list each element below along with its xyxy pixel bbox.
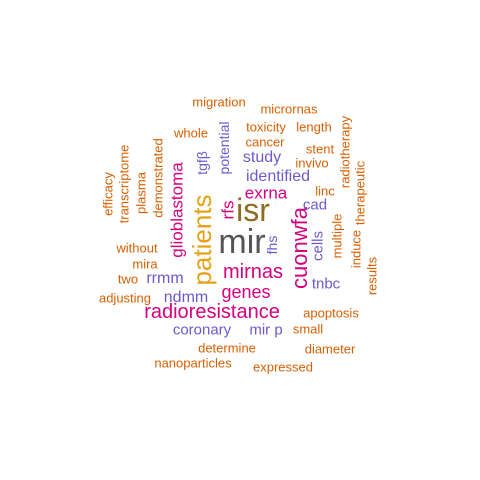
word-cancer: cancer [245,134,285,150]
word-migration: migration [192,94,246,110]
word-determine: determine [198,340,256,356]
word-mir: mir [218,223,266,261]
word-fhs: fhs [264,235,280,255]
word-length: length [296,119,332,135]
word-exrna: exrna [244,183,288,203]
word-mir-p: mir p [249,321,283,339]
word-apoptosis: apoptosis [303,305,359,321]
word-linc: linc [315,183,335,199]
word-plasma: plasma [133,172,149,214]
word-therapeutic: therapeutic [352,160,368,226]
word-glioblastoma: glioblastoma [167,162,187,258]
word-demonstrated: demonstrated [150,138,166,218]
word-ndmm: ndmm [163,289,209,306]
word-diameter: diameter [304,341,356,357]
word-coronary: coronary [172,321,232,339]
word-expressed: expressed [253,359,313,375]
word-radioresistance: radioresistance [144,301,280,323]
word-stent: stent [305,141,335,157]
word-nanoparticles: nanoparticles [154,355,232,371]
word-efficacy: efficacy [100,172,116,216]
word-patients: patients [187,194,217,286]
word-potential: potential [216,121,232,175]
word-micrornas: micrornas [260,101,318,117]
word-identified: identified [245,168,311,185]
word-mirnas: mirnas [222,261,284,283]
word-without: without [116,240,158,256]
word-study: study [242,149,282,166]
word-small: small [292,321,324,337]
word-induce: induce [348,229,364,269]
word-rfs: rfs [218,200,238,220]
word-tnbc: tnbc [311,275,341,293]
word-toxicity: toxicity [246,119,286,135]
word-transcriptome: transcriptome [116,144,132,224]
word-adjusting: adjusting [98,290,152,306]
word-two: two [117,271,139,287]
word-results: results [364,256,380,296]
word-rrmm: rrmm [146,270,184,287]
word-tgfb: tgfβ [194,151,210,175]
word-radiotherapy: radiotherapy [337,115,353,189]
word-cells: cells [309,230,327,262]
word-invivo: invivo [295,155,329,171]
word-multiple: multiple [329,213,345,259]
word-isr: isr [236,192,270,228]
word-genes: genes [221,282,271,302]
word-cad: cad [302,196,328,214]
word-whole: whole [174,125,208,141]
word-mira: mira [132,256,158,272]
word-cuonwfa: cuonwfa [287,207,312,289]
